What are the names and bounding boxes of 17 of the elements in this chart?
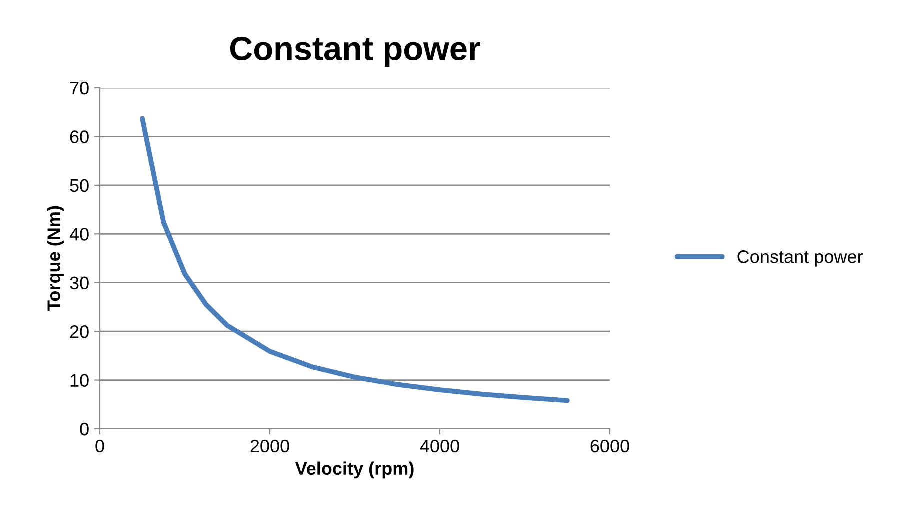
y-axis-title: Torque (Nm) — [47, 206, 64, 312]
y-tick-label: 20 — [70, 326, 89, 338]
x-tick-label: 6000 — [590, 440, 630, 453]
y-tick-label: 60 — [70, 130, 89, 144]
x-tick-label: 4000 — [420, 440, 460, 453]
chart-title: Constant power — [230, 36, 480, 68]
x-tick-label: 2000 — [250, 440, 290, 453]
x-tick-label: 0 — [96, 440, 104, 453]
line-series — [140, 116, 570, 404]
x-axis-title: Velocity (rpm) — [295, 462, 414, 479]
y-tick-label: 30 — [70, 276, 89, 290]
y-tick-label: 10 — [70, 374, 89, 388]
y-tick-label: 70 — [70, 82, 89, 95]
legend-label: Constant power — [738, 250, 863, 267]
y-tick-label: 40 — [70, 228, 89, 241]
y-tick-label: 0 — [80, 422, 89, 436]
y-tick-label: 50 — [70, 179, 89, 192]
